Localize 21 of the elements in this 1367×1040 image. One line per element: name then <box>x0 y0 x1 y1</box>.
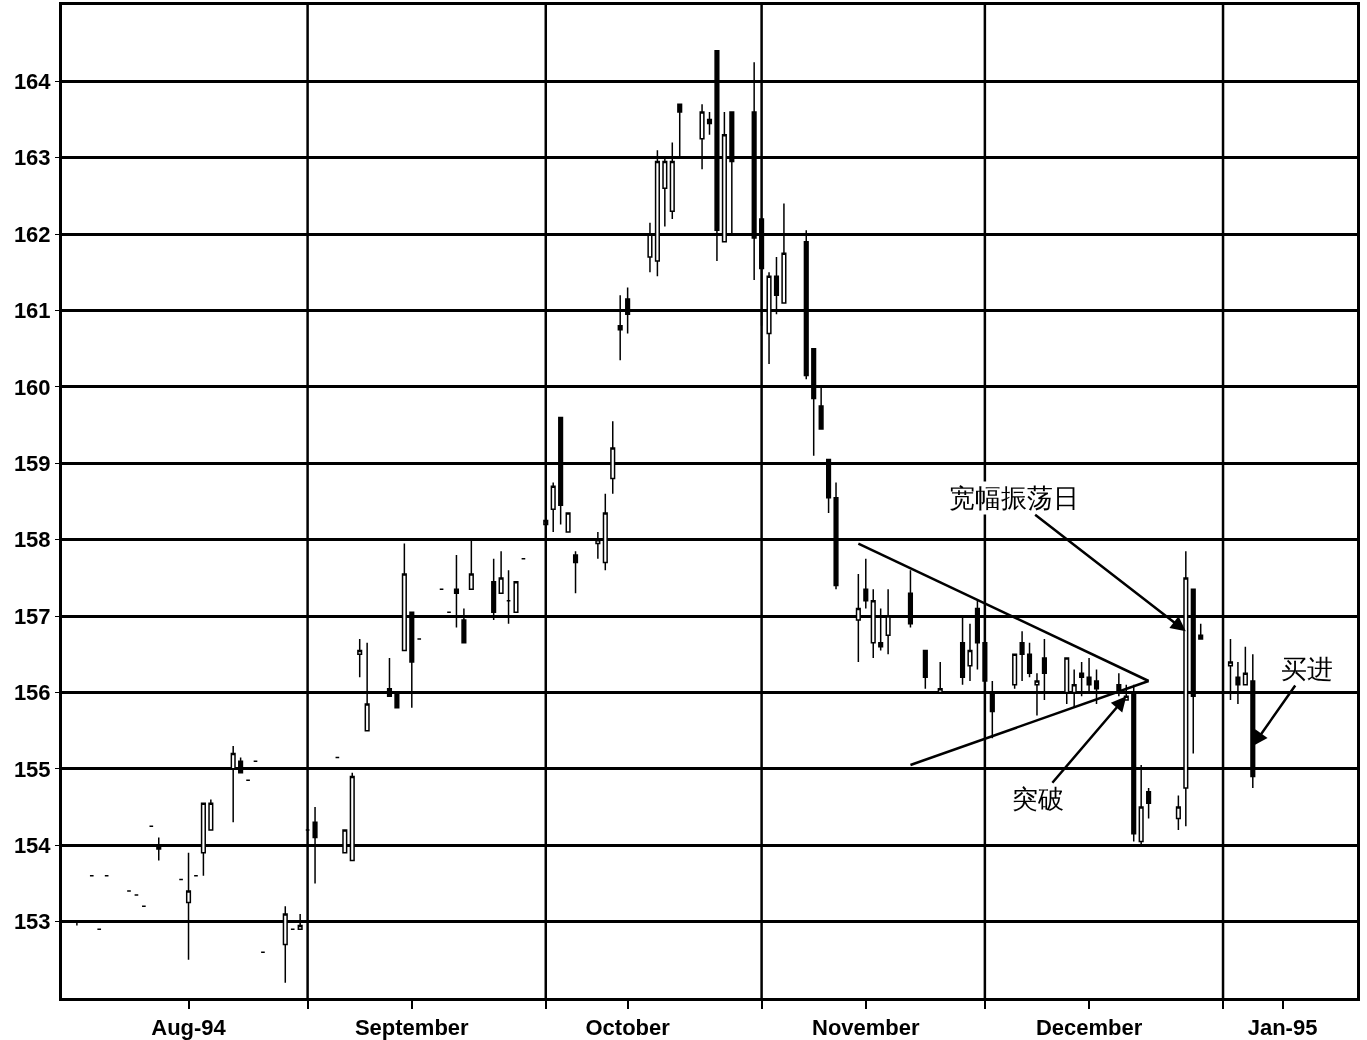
y-tick-label: 156 <box>13 680 51 706</box>
y-tick-label: 163 <box>13 145 51 171</box>
annotation: 宽幅振荡日 <box>949 483 1079 513</box>
x-tick-label: October <box>585 1015 671 1040</box>
y-tick-label: 157 <box>13 603 51 629</box>
y-tick-label: 160 <box>13 374 51 400</box>
y-tick-label: 153 <box>13 909 51 935</box>
x-tick-label: Aug-94 <box>151 1015 227 1040</box>
x-tick-label: December <box>1035 1015 1143 1040</box>
y-tick-label: 158 <box>13 527 51 553</box>
annotation: 买进 <box>1281 654 1333 684</box>
y-tick-label: 162 <box>13 221 51 247</box>
y-tick-label: 159 <box>13 451 51 477</box>
y-tick-label: 155 <box>13 756 51 782</box>
y-tick-label: 164 <box>13 69 52 95</box>
annotation: 突破 <box>1012 784 1064 814</box>
x-tick-label: November <box>811 1015 921 1040</box>
y-tick-label: 154 <box>13 832 52 858</box>
x-tick-label: Jan-95 <box>1247 1015 1318 1040</box>
x-tick-label: September <box>354 1015 470 1040</box>
y-tick-label: 161 <box>13 298 51 324</box>
